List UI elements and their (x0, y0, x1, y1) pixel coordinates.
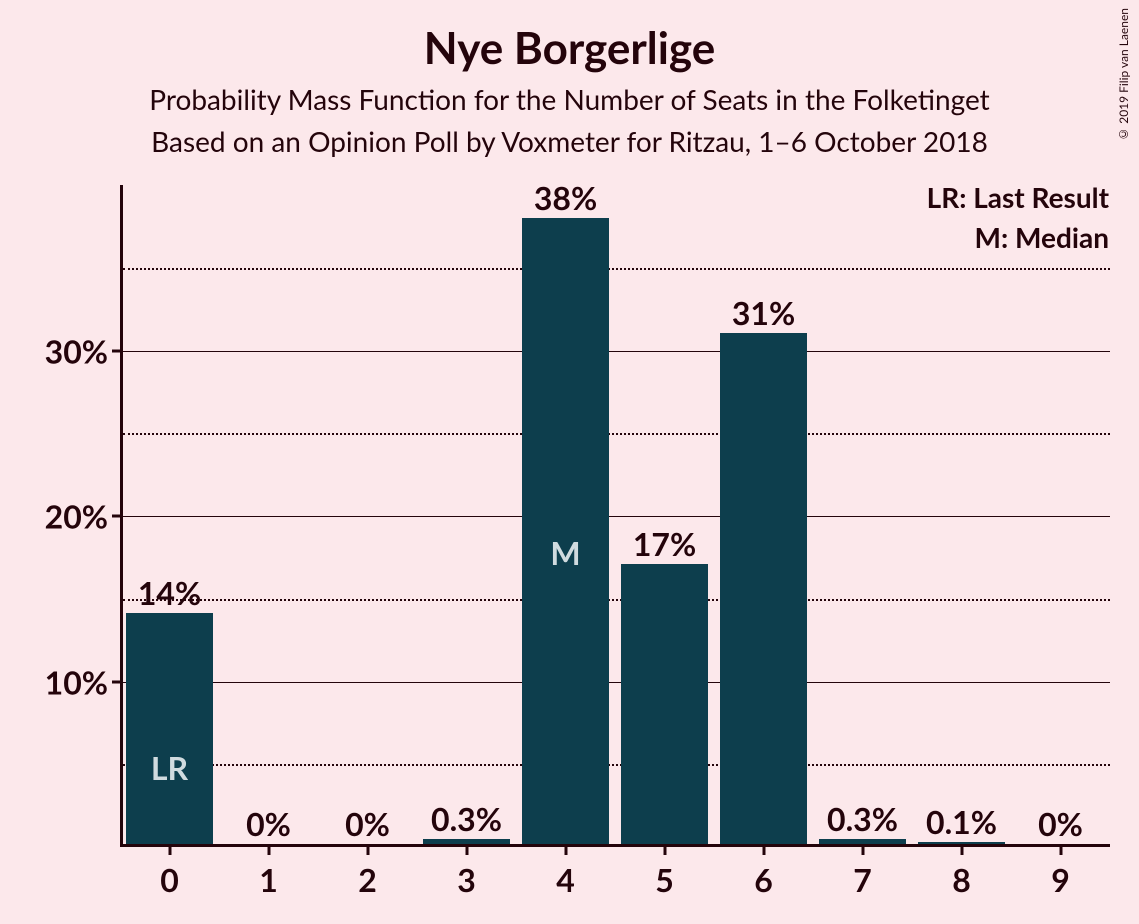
x-tick-mark (762, 847, 765, 855)
bar-value-label: 0.1% (926, 802, 997, 841)
x-tick-label: 4 (556, 860, 575, 899)
bar (720, 333, 807, 844)
y-tick-mark (112, 349, 120, 352)
chart-title: Nye Borgerlige (0, 22, 1139, 74)
x-tick-mark (564, 847, 567, 855)
bar (621, 564, 708, 844)
bar-value-label: 0% (345, 804, 390, 843)
x-tick-mark (267, 847, 270, 855)
x-tick-mark (663, 847, 666, 855)
bar-value-label: 0.3% (431, 799, 502, 838)
x-tick-mark (861, 847, 864, 855)
x-tick-label: 1 (259, 860, 278, 899)
chart-canvas: Nye Borgerlige Probability Mass Function… (0, 0, 1139, 924)
x-tick-mark (465, 847, 468, 855)
y-tick-label: 30% (18, 331, 108, 370)
x-tick-label: 7 (853, 860, 872, 899)
chart-subtitle-2: Based on an Opinion Poll by Voxmeter for… (0, 124, 1139, 158)
y-tick-mark (112, 680, 120, 683)
bar (918, 842, 1005, 844)
x-tick-mark (168, 847, 171, 855)
bar (126, 613, 213, 844)
x-tick-mark (1059, 847, 1062, 855)
bar (522, 218, 609, 844)
bar-value-label: 0.3% (827, 799, 898, 838)
grid-minor (123, 268, 1110, 270)
grid-major (123, 682, 1110, 683)
x-tick-label: 3 (457, 860, 476, 899)
x-tick-mark (366, 847, 369, 855)
bar-value-label: 38% (534, 178, 597, 217)
y-tick-label: 10% (18, 662, 108, 701)
y-tick-label: 20% (18, 497, 108, 536)
chart-subtitle-1: Probability Mass Function for the Number… (0, 82, 1139, 116)
grid-minor (123, 599, 1110, 601)
x-tick-label: 5 (655, 860, 674, 899)
x-tick-mark (960, 847, 963, 855)
grid-major (123, 351, 1110, 352)
plot-area: 10%20%30%14%LR00%10%20.3%338%M417%531%60… (120, 185, 1110, 847)
x-tick-label: 0 (160, 860, 179, 899)
bar (423, 839, 510, 844)
bar-value-label: 17% (633, 524, 696, 563)
bar-value-label: 14% (138, 573, 201, 612)
bar-inside-label: M (550, 533, 580, 572)
x-tick-label: 6 (754, 860, 773, 899)
x-tick-label: 8 (952, 860, 971, 899)
bar-value-label: 0% (1038, 804, 1083, 843)
bar-value-label: 0% (246, 804, 291, 843)
bar-value-label: 31% (732, 293, 795, 332)
grid-minor (123, 764, 1110, 766)
x-tick-label: 2 (358, 860, 377, 899)
bar-inside-label: LR (151, 748, 188, 787)
bar (819, 839, 906, 844)
y-tick-mark (112, 515, 120, 518)
grid-minor (123, 433, 1110, 435)
copyright-text: © 2019 Filip van Laenen (1116, 8, 1131, 142)
x-tick-label: 9 (1051, 860, 1070, 899)
grid-major (123, 516, 1110, 517)
